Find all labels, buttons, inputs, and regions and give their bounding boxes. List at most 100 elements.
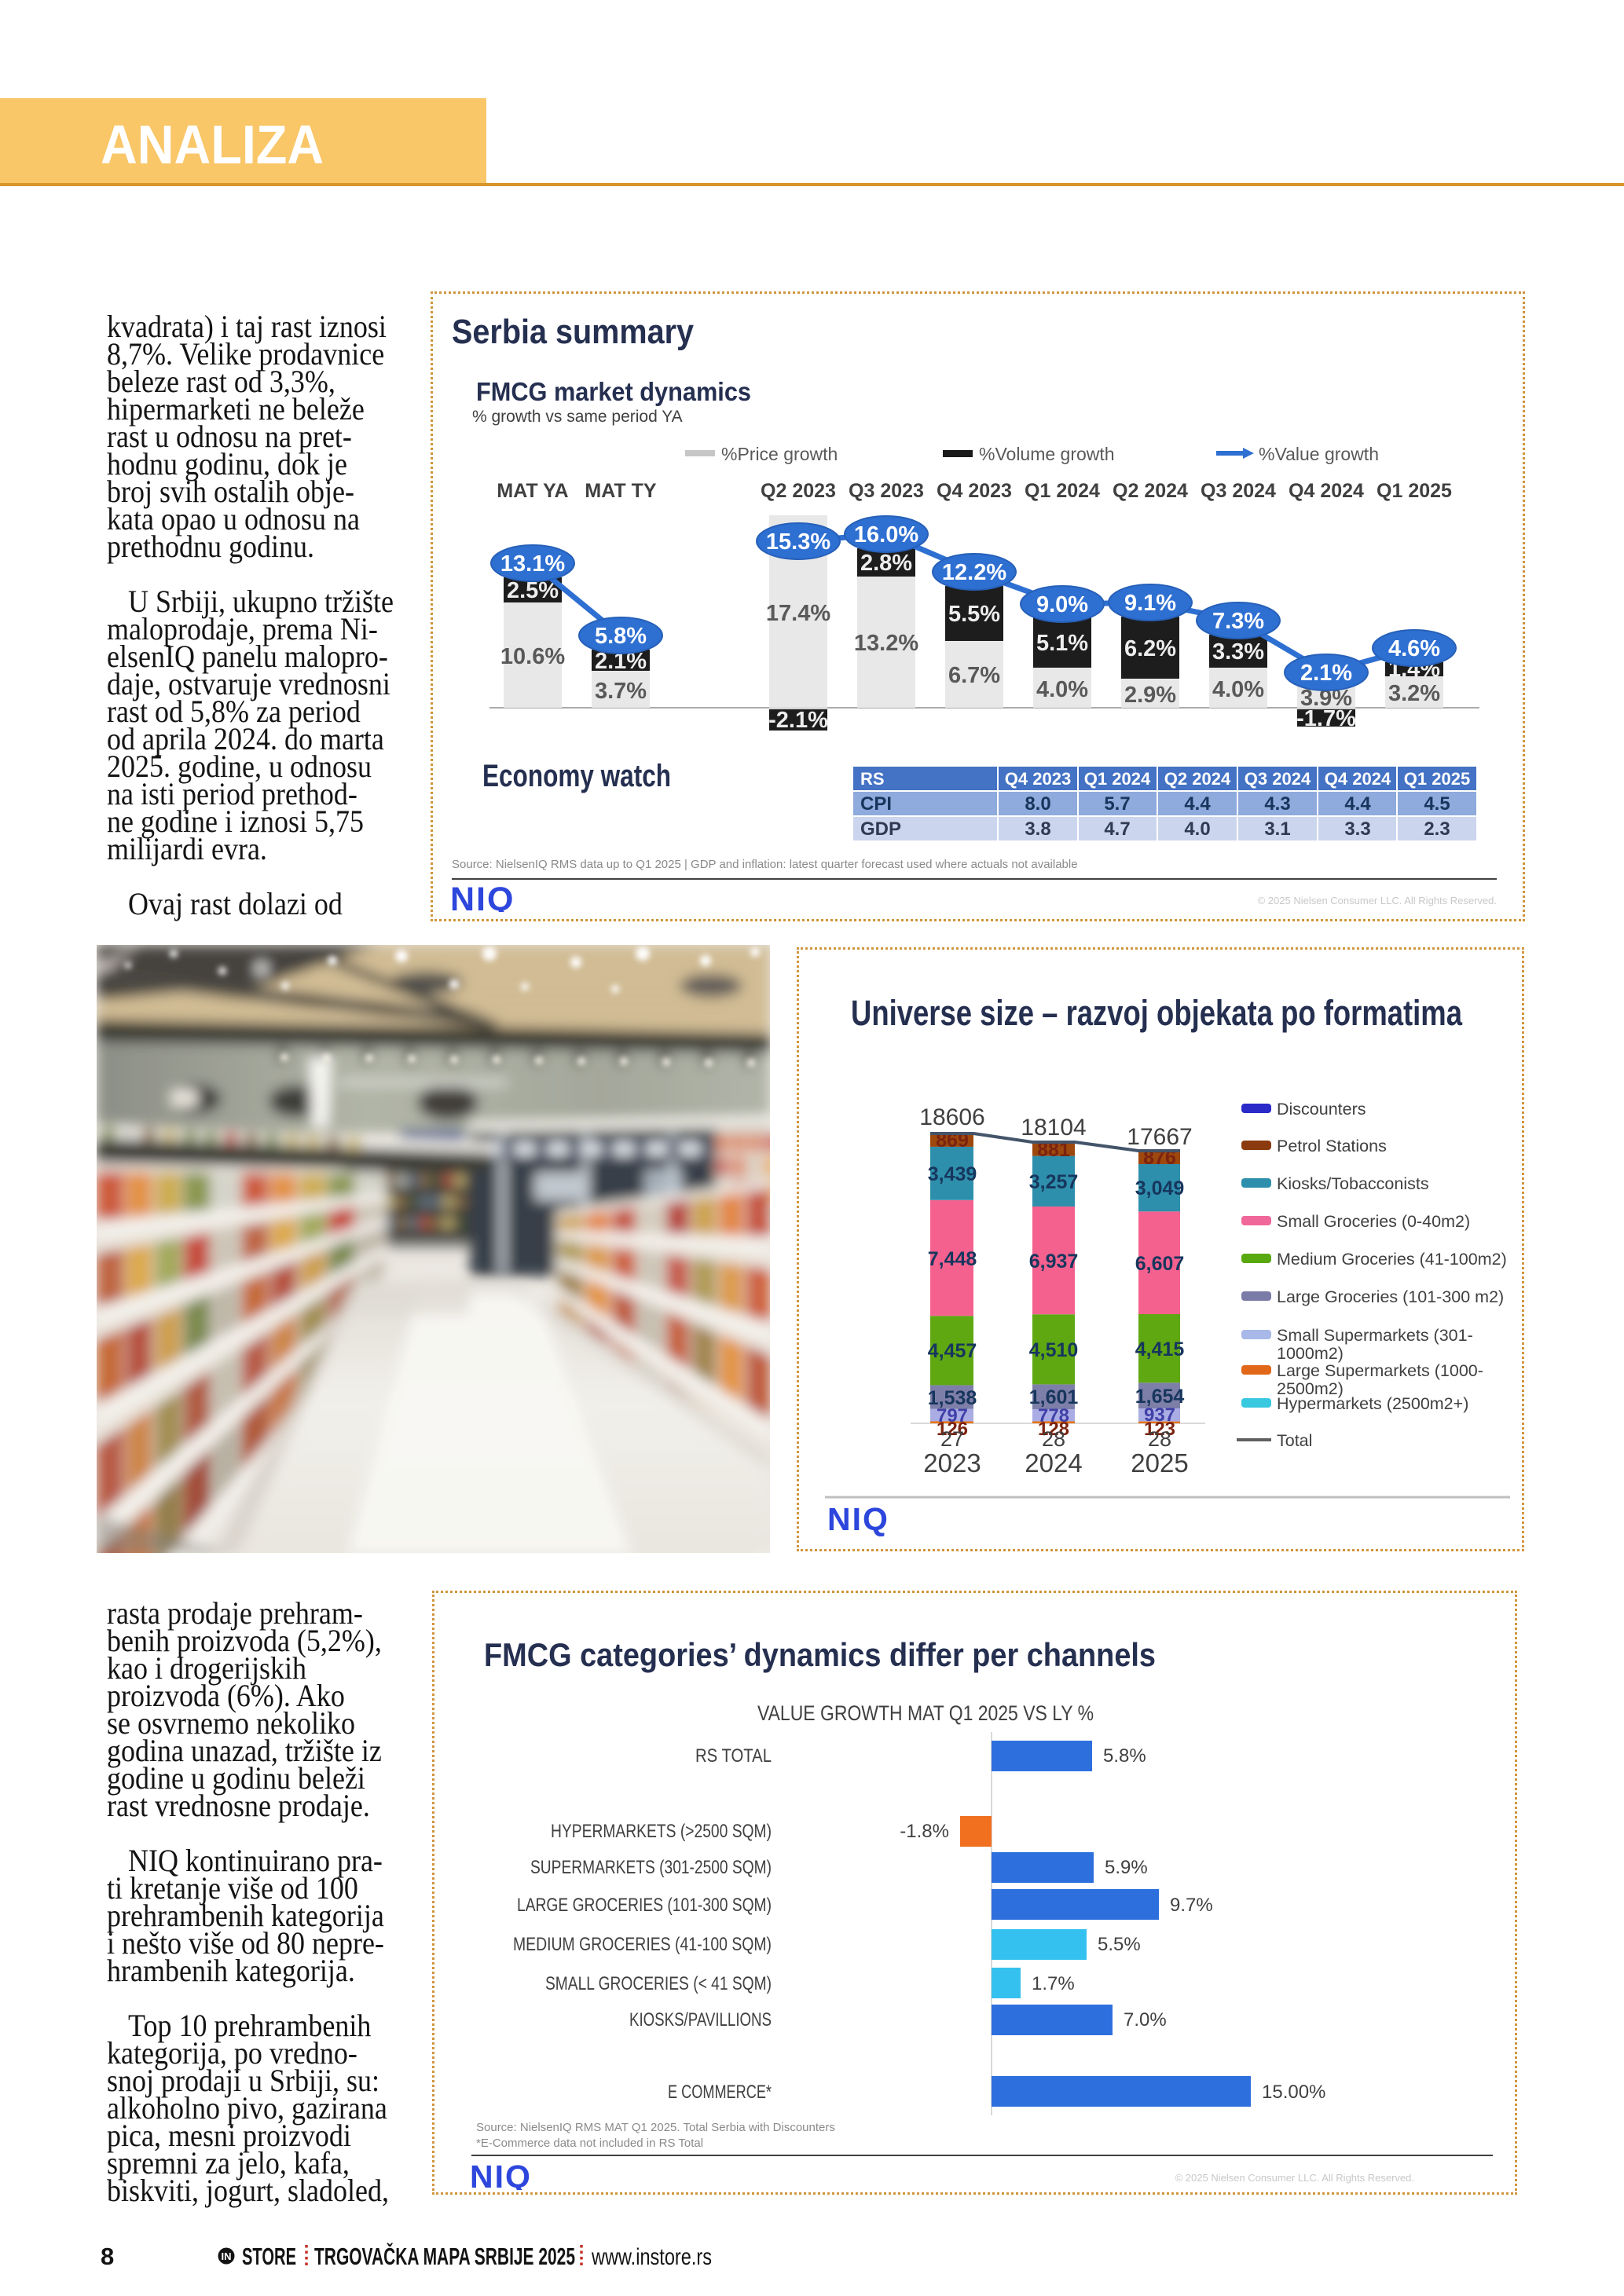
- svg-text:5.8%: 5.8%: [595, 624, 647, 649]
- svg-text:SUPERMARKETS (301-2500 SQM): SUPERMARKETS (301-2500 SQM): [530, 1857, 772, 1878]
- svg-text:1,654: 1,654: [1135, 1386, 1185, 1408]
- svg-text:Small Supermarkets (301-: Small Supermarkets (301-: [1277, 1326, 1473, 1345]
- svg-text:28: 28: [1148, 1427, 1171, 1451]
- svg-text:KIOSKS/PAVILLIONS: KIOSKS/PAVILLIONS: [629, 2009, 772, 2031]
- svg-text:Small Groceries (0-40m2): Small Groceries (0-40m2): [1277, 1212, 1470, 1231]
- svg-text:% growth vs same period YA: % growth vs same period YA: [472, 408, 683, 426]
- svg-text:4,510: 4,510: [1029, 1339, 1079, 1361]
- svg-text:5.5%: 5.5%: [948, 602, 1000, 627]
- svg-text:-1.7%: -1.7%: [1296, 706, 1356, 731]
- svg-text:1000m2): 1000m2): [1277, 1344, 1344, 1363]
- svg-text:LARGE GROCERIES (101-300 SQM): LARGE GROCERIES (101-300 SQM): [517, 1895, 772, 1916]
- svg-text:3.3: 3.3: [1344, 818, 1370, 840]
- svg-text:Total: Total: [1277, 1431, 1312, 1450]
- svg-text:18104: 18104: [1021, 1115, 1086, 1141]
- svg-text:%Volume growth: %Volume growth: [979, 444, 1115, 464]
- svg-text:Medium Groceries (41-100m2): Medium Groceries (41-100m2): [1277, 1250, 1507, 1269]
- svg-text:%Price growth: %Price growth: [721, 444, 838, 464]
- svg-text:15.00%: 15.00%: [1262, 2082, 1325, 2103]
- svg-text:MAT YA: MAT YA: [497, 480, 568, 502]
- svg-text:RS: RS: [860, 769, 885, 789]
- svg-text:-2.1%: -2.1%: [768, 708, 828, 733]
- svg-text:17.4%: 17.4%: [766, 601, 830, 626]
- svg-text:E COMMERCE*: E COMMERCE*: [668, 2082, 772, 2103]
- svg-text:Q3 2024: Q3 2024: [1245, 769, 1311, 789]
- svg-text:-1.8%: -1.8%: [900, 1821, 949, 1842]
- svg-text:4.6%: 4.6%: [1388, 636, 1440, 661]
- svg-text:13.2%: 13.2%: [854, 631, 918, 656]
- svg-text:Discounters: Discounters: [1277, 1100, 1366, 1119]
- svg-text:SMALL GROCERIES (< 41 SQM): SMALL GROCERIES (< 41 SQM): [545, 1973, 772, 1994]
- svg-text:2.3: 2.3: [1424, 818, 1450, 840]
- svg-text:8.0: 8.0: [1025, 793, 1050, 815]
- svg-text:Hypermarkets (2500m2+): Hypermarkets (2500m2+): [1277, 1394, 1468, 1413]
- svg-text:3,439: 3,439: [928, 1163, 977, 1185]
- svg-text:5.5%: 5.5%: [1098, 1934, 1141, 1955]
- svg-text:5.1%: 5.1%: [1036, 631, 1088, 656]
- svg-text:28: 28: [1042, 1427, 1065, 1451]
- svg-text:Petrol Stations: Petrol Stations: [1277, 1137, 1387, 1155]
- svg-text:126: 126: [937, 1419, 968, 1440]
- svg-text:8: 8: [101, 2243, 114, 2270]
- svg-text:15.3%: 15.3%: [766, 529, 830, 555]
- svg-text:10.6%: 10.6%: [500, 644, 565, 669]
- svg-text:6.2%: 6.2%: [1124, 636, 1176, 661]
- svg-text:Serbia summary: Serbia summary: [452, 313, 694, 351]
- svg-text:778: 778: [1038, 1405, 1069, 1426]
- svg-text:Q3 2024: Q3 2024: [1201, 480, 1276, 502]
- svg-text:Economy watch: Economy watch: [482, 759, 671, 793]
- svg-text:7.0%: 7.0%: [1124, 2009, 1167, 2031]
- svg-text:FMCG categories’ dynamics diff: FMCG categories’ dynamics differ per cha…: [484, 1636, 1156, 1673]
- svg-text:4.5: 4.5: [1424, 793, 1450, 815]
- svg-text:%Value growth: %Value growth: [1259, 444, 1379, 464]
- svg-text:© 2025 Nielsen Consumer LLC. A: © 2025 Nielsen Consumer LLC. All Rights …: [1258, 895, 1497, 906]
- svg-text:1.7%: 1.7%: [1032, 1973, 1075, 1994]
- svg-text:1,538: 1,538: [928, 1387, 977, 1409]
- svg-text:GDP: GDP: [860, 818, 901, 840]
- svg-text:4.0%: 4.0%: [1212, 677, 1264, 702]
- svg-text:4.0: 4.0: [1184, 818, 1210, 840]
- svg-text:Kiosks/Tobacconists: Kiosks/Tobacconists: [1277, 1174, 1429, 1193]
- svg-text:Q2 2024: Q2 2024: [1164, 769, 1231, 789]
- svg-text:Q4 2023: Q4 2023: [937, 480, 1012, 502]
- svg-text:Source: NielsenIQ RMS data up: Source: NielsenIQ RMS data up to Q1 2025…: [452, 858, 1078, 871]
- svg-text:Q1 2025: Q1 2025: [1404, 769, 1470, 789]
- svg-text:Q4 2024: Q4 2024: [1289, 480, 1364, 502]
- svg-text:NIQ: NIQ: [827, 1501, 889, 1537]
- svg-text:VALUE GROWTH MAT Q1 2025 VS LY: VALUE GROWTH MAT Q1 2025 VS LY %: [757, 1701, 1094, 1725]
- svg-text:Q2 2023: Q2 2023: [761, 480, 836, 502]
- svg-text:HYPERMARKETS (>2500 SQM): HYPERMARKETS (>2500 SQM): [551, 1821, 772, 1842]
- svg-text:2.8%: 2.8%: [860, 551, 912, 576]
- svg-text:FMCG market dynamics: FMCG market dynamics: [476, 377, 751, 406]
- svg-text:3.1: 3.1: [1264, 818, 1290, 840]
- svg-text:5.8%: 5.8%: [1103, 1745, 1146, 1767]
- svg-text:*E-Commerce data not included: *E-Commerce data not included in RS Tota…: [476, 2137, 703, 2150]
- svg-text:Q4 2023: Q4 2023: [1005, 769, 1071, 789]
- svg-text:TRGOVAČKA MAPA SRBIJE 2025: TRGOVAČKA MAPA SRBIJE 2025: [314, 2242, 575, 2270]
- svg-text:2.5%: 2.5%: [507, 578, 559, 603]
- svg-text:4.4: 4.4: [1344, 793, 1371, 815]
- svg-text:6,607: 6,607: [1135, 1253, 1185, 1275]
- svg-text:6,937: 6,937: [1029, 1251, 1079, 1273]
- svg-text:NIQ: NIQ: [470, 2159, 532, 2190]
- svg-text:4.0%: 4.0%: [1036, 677, 1088, 702]
- svg-text:3.7%: 3.7%: [595, 679, 647, 704]
- svg-text:IN: IN: [222, 2250, 232, 2262]
- svg-text:© 2025 Nielsen Consumer LLC. A: © 2025 Nielsen Consumer LLC. All Rights …: [1175, 2172, 1414, 2184]
- svg-text:MAT TY: MAT TY: [585, 480, 657, 502]
- svg-text:RS TOTAL: RS TOTAL: [695, 1745, 772, 1767]
- svg-text:Q2 2024: Q2 2024: [1113, 480, 1188, 502]
- svg-text:2500m2): 2500m2): [1277, 1379, 1344, 1398]
- svg-text:5.7: 5.7: [1104, 793, 1130, 815]
- svg-text:7,448: 7,448: [928, 1248, 977, 1270]
- svg-text:4.3: 4.3: [1264, 793, 1290, 815]
- svg-text:3.8: 3.8: [1025, 818, 1050, 840]
- svg-text:2025: 2025: [1131, 1448, 1188, 1478]
- svg-text:3,049: 3,049: [1135, 1177, 1185, 1199]
- svg-text:6.7%: 6.7%: [948, 663, 1000, 688]
- svg-text:18606: 18606: [919, 1104, 984, 1130]
- svg-text:Universe size – razvoj objekat: Universe size – razvoj objekata po forma…: [851, 993, 1463, 1033]
- svg-text:3.3%: 3.3%: [1212, 639, 1264, 665]
- svg-text:3.2%: 3.2%: [1388, 681, 1440, 706]
- svg-text:Large Groceries (101-300 m2): Large Groceries (101-300 m2): [1277, 1287, 1504, 1306]
